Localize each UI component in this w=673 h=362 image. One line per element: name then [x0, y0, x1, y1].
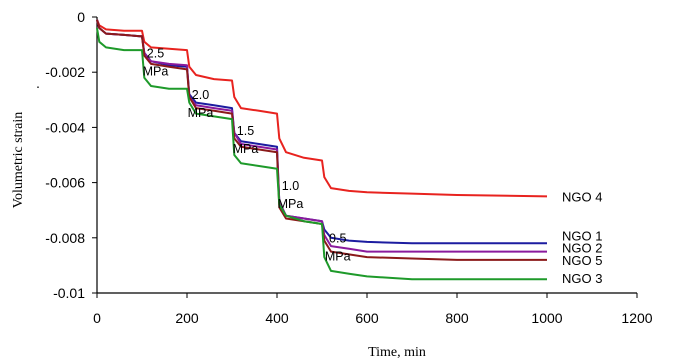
pressure-annotation-unit: MPa — [188, 106, 214, 120]
y-tick-label: -0.006 — [45, 175, 85, 191]
pressure-annotation-unit: MPa — [278, 197, 304, 211]
pressure-annotation-value: 1.5 — [237, 124, 254, 138]
series-line-ngo-4 — [96, 19, 548, 198]
pressure-annotation-value: 1.0 — [282, 179, 299, 193]
series-layer — [96, 19, 548, 281]
x-tick-label: 400 — [265, 310, 289, 326]
series-line-ngo-2 — [96, 19, 547, 253]
axes: 0 200 400 600 800 1000 1200 0 -0.002 -0.004 -0.006… — [45, 9, 652, 326]
legend-entry-ngo-1: NGO 1 — [562, 228, 602, 243]
legend-entry-ngo-2: NGO 2 — [562, 241, 602, 256]
x-tick-label: 0 — [93, 310, 101, 326]
x-tick-label: 1000 — [531, 310, 562, 326]
y-tick-label: -0.002 — [45, 64, 85, 80]
x-tick-label: 600 — [355, 310, 379, 326]
x-tick-label: 1200 — [621, 310, 652, 326]
series-line-ngo-5 — [96, 19, 547, 261]
pressure-annotation-unit: MPa — [233, 142, 259, 156]
y-tick-label: -0.008 — [45, 230, 85, 246]
y-tick-label: 0 — [77, 9, 85, 25]
pressure-annotation-value: 0.5 — [329, 232, 346, 246]
legend-entry-ngo-5: NGO 5 — [562, 253, 602, 268]
x-tick-label: 800 — [445, 310, 469, 326]
y-tick-label: -0.01 — [53, 285, 85, 301]
y-axis-title: Volumetric strain — [11, 112, 26, 209]
series-line-ngo-3 — [96, 27, 547, 281]
y-tick-label: -0.004 — [45, 119, 85, 135]
pressure-annotation-unit: MPa — [325, 250, 351, 264]
series-line-ngo-1 — [96, 19, 547, 245]
legend-entry-ngo-4: NGO 4 — [562, 189, 602, 204]
legend-entry-ngo-3: NGO 3 — [562, 271, 602, 286]
y-axis-title-suffix: . — [36, 77, 40, 92]
pressure-annotation-value: 2.5 — [147, 47, 164, 61]
pressure-annotation-unit: MPa — [143, 65, 169, 79]
annotation-layer: 2.5 MPa 2.0 MPa 1.5 MPa 1.0 MPa 0.5 MPa — [143, 47, 351, 264]
x-tick-label: 200 — [175, 310, 199, 326]
x-axis-title: Time, min — [368, 345, 426, 360]
pressure-annotation-value: 2.0 — [192, 88, 209, 102]
